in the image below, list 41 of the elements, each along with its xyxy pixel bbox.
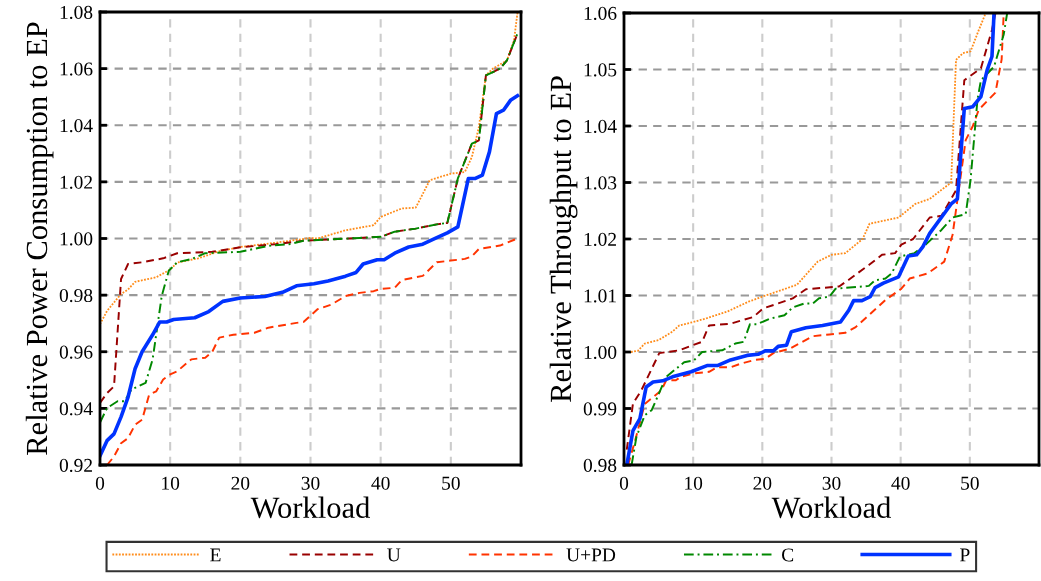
y-tick-label: 1.00 (60, 232, 93, 246)
x-tick-label: 30 (822, 476, 841, 490)
x-tick-label: 20 (231, 476, 250, 490)
y-tick-label: 0.98 (583, 458, 617, 473)
x-tick-label: 50 (442, 476, 460, 490)
y-tick-label: 1.00 (584, 345, 617, 360)
x-axis-title: Workload (250, 496, 370, 519)
x-tick-label: 10 (162, 476, 180, 490)
x-tick-label: 40 (371, 476, 390, 490)
y-tick-label: 0.92 (59, 458, 92, 473)
y-tick-label: 1.06 (584, 6, 617, 21)
legend-label: P (960, 548, 970, 562)
x-tick-label: 10 (685, 476, 703, 490)
y-tick-label: 1.04 (60, 119, 93, 133)
y-axis-title: Relative Throughput to EP (549, 76, 578, 403)
x-tick-label: 0 (619, 476, 629, 490)
y-tick-label: 0.94 (59, 402, 93, 416)
x-tick-label: 0 (95, 476, 105, 490)
y-tick-label: 1.04 (584, 119, 617, 134)
x-tick-label: 30 (301, 476, 320, 490)
y-tick-label: 1.01 (584, 289, 616, 303)
legend-label: U (387, 548, 401, 562)
y-tick-label: 1.02 (60, 175, 92, 189)
line-series (100, 93, 520, 458)
y-axis-title: Relative Power Consumption to EP (25, 22, 54, 455)
y-tick-label: 1.05 (584, 63, 617, 77)
line-series (630, 13, 987, 353)
x-tick-label: 50 (961, 476, 979, 490)
x-axis-title: Workload (771, 496, 891, 519)
x-tick-label: 20 (753, 476, 772, 490)
y-tick-label: 1.06 (60, 62, 93, 76)
y-tick-label: 1.02 (584, 232, 616, 247)
y-tick-label: 0.96 (59, 345, 93, 359)
y-tick-label: 1.08 (60, 5, 93, 20)
x-tick-label: 40 (891, 476, 910, 490)
legend-label: E (210, 548, 221, 562)
y-tick-label: 0.98 (59, 288, 93, 303)
legend-label: U+PD (566, 548, 616, 562)
legend-label: C (782, 548, 794, 562)
y-tick-label: 0.99 (583, 402, 617, 416)
y-tick-label: 1.03 (584, 176, 617, 190)
